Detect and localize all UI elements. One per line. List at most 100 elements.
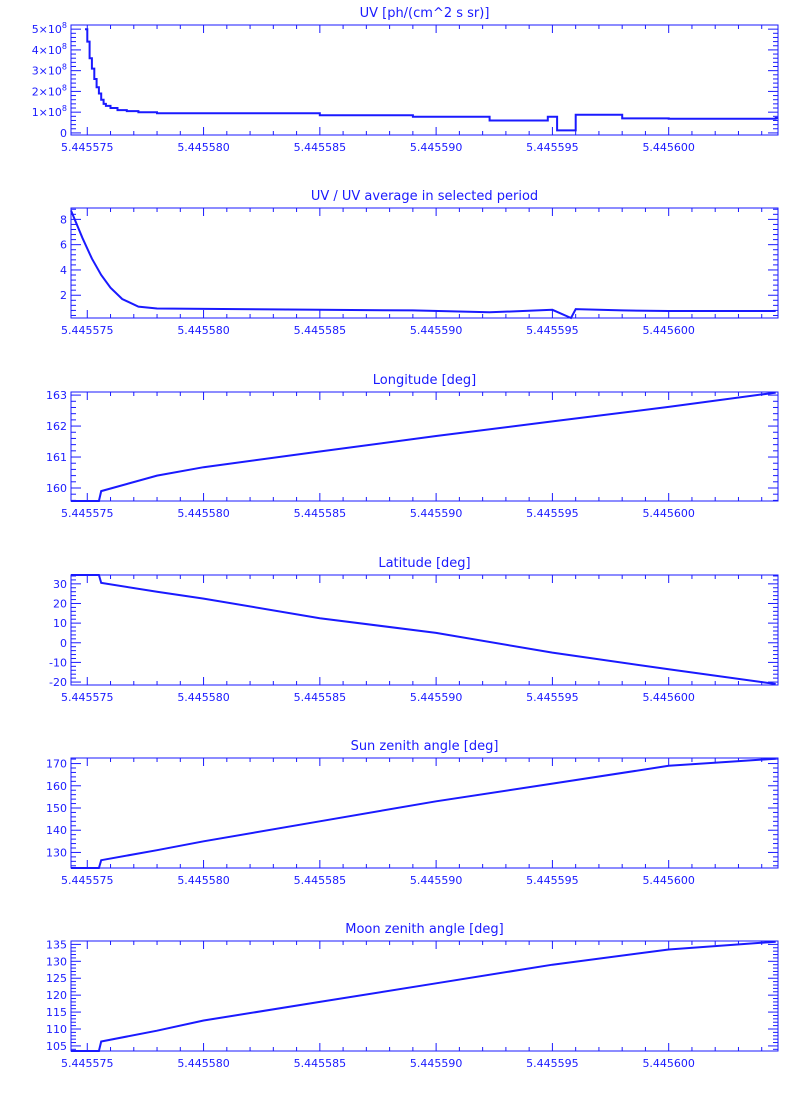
series-line xyxy=(71,574,776,685)
x-tick-label: 5.445585 xyxy=(294,141,347,154)
plot-frame xyxy=(70,24,779,136)
chart-panel-1: UV [ph/(cm^2 s sr)] 5.445575 5.445580 5.445… xyxy=(32,6,779,154)
x-tick-label: 5.445575 xyxy=(61,324,114,337)
y-tick-mantissa: -20 xyxy=(49,676,67,689)
y-tick-mantissa: 10 xyxy=(53,617,67,630)
x-tick-label: 5.445580 xyxy=(177,507,230,520)
x-tick-label: 5.445580 xyxy=(177,1057,230,1070)
y-tick-label: 10 xyxy=(53,617,67,630)
y-tick-label: 105 xyxy=(46,1040,67,1053)
y-tick-label: 135 xyxy=(46,938,67,951)
y-tick-label: 130 xyxy=(46,955,67,968)
chart-panel-5: Sun zenith angle [deg] 5.445575 5.445580 5.… xyxy=(46,739,779,887)
plot-frame xyxy=(70,940,779,1052)
y-tick-label: 125 xyxy=(46,972,67,985)
series-line xyxy=(71,391,776,502)
y-tick-label: 110 xyxy=(46,1023,67,1036)
y-tick-label: 20 xyxy=(53,597,67,610)
y-tick-mantissa: 20 xyxy=(53,597,67,610)
x-tick-label: 5.445595 xyxy=(526,141,579,154)
y-tick-mantissa: 1×10 xyxy=(32,106,62,119)
y-tick-label: -10 xyxy=(49,656,67,669)
y-tick-mantissa: 150 xyxy=(46,802,67,815)
chart-panel-4: Latitude [deg] 5.445575 5.445580 5.445585 5.… xyxy=(49,556,779,704)
chart-title: UV / UV average in selected period xyxy=(311,189,538,204)
chart-title: Latitude [deg] xyxy=(378,556,470,571)
y-tick-mantissa: 130 xyxy=(46,955,67,968)
series-line xyxy=(71,757,776,869)
y-tick-label: 2 xyxy=(60,289,67,302)
y-tick-mantissa: 105 xyxy=(46,1040,67,1053)
y-tick-mantissa: 162 xyxy=(46,420,67,433)
y-tick-label: 3×108 xyxy=(32,63,67,78)
y-tick-label: 150 xyxy=(46,802,67,815)
x-tick-label: 5.445585 xyxy=(294,691,347,704)
y-tick-label: 162 xyxy=(46,420,67,433)
y-tick-mantissa: 161 xyxy=(46,451,67,464)
x-tick-label: 5.445590 xyxy=(410,324,463,337)
x-tick-label: 5.445600 xyxy=(642,324,695,337)
y-tick-label: 5×108 xyxy=(32,21,67,36)
y-tick-mantissa: 30 xyxy=(53,578,67,591)
series-line xyxy=(70,210,776,320)
x-tick-label: 5.445595 xyxy=(526,507,579,520)
x-tick-label: 5.445580 xyxy=(177,691,230,704)
x-tick-label: 5.445580 xyxy=(177,874,230,887)
y-tick-mantissa: 163 xyxy=(46,389,67,402)
plot-frame xyxy=(70,391,779,502)
x-tick-label: 5.445595 xyxy=(526,691,579,704)
y-tick-mantissa: 115 xyxy=(46,1006,67,1019)
chart-title: Longitude [deg] xyxy=(373,373,476,388)
y-tick-label: 8 xyxy=(60,213,67,226)
x-tick-label: 5.445590 xyxy=(410,874,463,887)
x-tick-label: 5.445590 xyxy=(410,141,463,154)
x-tick-label: 5.445575 xyxy=(61,691,114,704)
x-tick-label: 5.445595 xyxy=(526,874,579,887)
x-tick-label: 5.445600 xyxy=(642,1057,695,1070)
x-tick-label: 5.445600 xyxy=(642,507,695,520)
x-tick-label: 5.445575 xyxy=(61,1057,114,1070)
y-tick-mantissa: 0 xyxy=(60,637,67,650)
chart-title: UV [ph/(cm^2 s sr)] xyxy=(360,6,490,21)
y-tick-mantissa: 125 xyxy=(46,972,67,985)
y-tick-mantissa: 160 xyxy=(46,780,67,793)
x-tick-label: 5.445595 xyxy=(526,1057,579,1070)
y-tick-mantissa: 130 xyxy=(46,846,67,859)
y-tick-label: 170 xyxy=(46,758,67,771)
x-tick-label: 5.445585 xyxy=(294,1057,347,1070)
y-tick-mantissa: 2×10 xyxy=(32,85,62,98)
y-tick-mantissa: 160 xyxy=(46,482,67,495)
x-tick-label: 5.445575 xyxy=(61,141,114,154)
y-tick-mantissa: 8 xyxy=(60,213,67,226)
y-tick-mantissa: 120 xyxy=(46,989,67,1002)
y-tick-mantissa: 5×10 xyxy=(32,23,62,36)
x-tick-label: 5.445575 xyxy=(61,507,114,520)
y-tick-label: 4 xyxy=(60,264,67,277)
y-tick-label: 4×108 xyxy=(32,42,67,57)
chart-panel-2: UV / UV average in selected period 5.4455… xyxy=(60,189,779,337)
y-tick-exponent: 8 xyxy=(62,21,67,30)
y-tick-mantissa: 6 xyxy=(60,239,67,252)
y-tick-label: -20 xyxy=(49,676,67,689)
plot-frame xyxy=(70,207,779,319)
y-tick-label: 130 xyxy=(46,846,67,859)
y-tick-label: 120 xyxy=(46,989,67,1002)
plot-frame xyxy=(70,574,779,686)
y-tick-mantissa: 140 xyxy=(46,824,67,837)
y-tick-exponent: 8 xyxy=(62,104,67,113)
x-tick-label: 5.445590 xyxy=(410,507,463,520)
y-tick-mantissa: 135 xyxy=(46,938,67,951)
plot-frame xyxy=(70,757,779,869)
y-tick-mantissa: -10 xyxy=(49,656,67,669)
x-tick-label: 5.445600 xyxy=(642,141,695,154)
x-tick-label: 5.445585 xyxy=(294,507,347,520)
y-tick-mantissa: 2 xyxy=(60,289,67,302)
chart-title: Moon zenith angle [deg] xyxy=(345,922,503,937)
y-tick-mantissa: 4 xyxy=(60,264,67,277)
y-tick-label: 161 xyxy=(46,451,67,464)
y-tick-exponent: 8 xyxy=(62,63,67,72)
x-tick-label: 5.445580 xyxy=(177,324,230,337)
chart-title: Sun zenith angle [deg] xyxy=(351,739,499,754)
y-tick-label: 30 xyxy=(53,578,67,591)
